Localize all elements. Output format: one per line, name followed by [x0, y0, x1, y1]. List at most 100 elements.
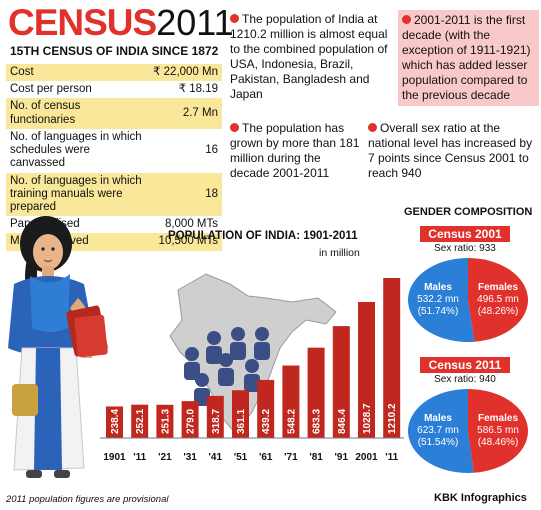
females-label: (48.26%): [478, 306, 519, 317]
bar: [282, 365, 300, 438]
population-bar-chart: 238.4 252.1 251.3 279.0 318.7 361.1 439.2 548.2…: [100, 273, 404, 463]
stats-row: No. of languages in which schedules were…: [6, 128, 222, 173]
stat-value: 8,000 MTs: [149, 216, 222, 234]
page-title: CENSUS2011: [8, 4, 234, 41]
x-tick-label: '71: [284, 452, 298, 463]
subtitle: 15TH CENSUS OF INDIA SINCE 1872: [10, 44, 219, 58]
bar-values-group: 238.4 252.1 251.3 279.0 318.7 361.1 439.2 548.2…: [110, 403, 398, 434]
bar: [156, 404, 174, 438]
females-label: Females: [478, 413, 518, 424]
x-tick-label: '91: [335, 452, 349, 463]
chart-title: POPULATION OF INDIA: 1901-2011: [168, 230, 358, 242]
census-2011-banner: Census 2011: [420, 357, 510, 373]
x-tick-label: 1901: [103, 452, 126, 463]
bar: [332, 326, 350, 438]
bar: [181, 401, 199, 438]
stat-value: 16: [149, 128, 222, 173]
bar: [383, 278, 401, 438]
bar-value-label: 548.2: [286, 409, 297, 434]
pie-slice-females: [468, 389, 528, 473]
males-label: (51.74%): [418, 306, 459, 317]
fact-text: 2001-2011 is the first decade (with the …: [402, 13, 531, 102]
census-2001-banner: Census 2001: [420, 226, 510, 242]
bar-value-label: 252.1: [135, 409, 146, 434]
stats-row: Paper utilised8,000 MTs: [6, 216, 222, 234]
bar-value-label: 361.1: [236, 409, 247, 434]
bar-value-label: 846.4: [337, 409, 348, 434]
x-tick-label: '11: [133, 452, 146, 463]
stat-label: No. of languages in which training manua…: [6, 172, 150, 217]
bar: [307, 347, 325, 438]
credit: KBK Infographics: [434, 492, 527, 504]
males-label: Males: [424, 282, 452, 293]
bullet-icon: [230, 123, 239, 132]
fact-growth: The population has grown by more than 18…: [230, 121, 360, 181]
title-word: CENSUS: [8, 2, 157, 43]
stat-label: Cost per person: [6, 81, 150, 99]
x-tick-label: '11: [385, 452, 398, 463]
bar: [206, 395, 224, 438]
fact-population: The population of India at 1210.2 millio…: [230, 12, 395, 102]
fact-text: The population of India at 1210.2 millio…: [230, 12, 388, 101]
females-label: 586.5 mn: [477, 425, 519, 436]
x-tick-label: '21: [158, 452, 172, 463]
bar: [358, 301, 375, 438]
stats-row: Cost per person ₹ 18.19: [6, 81, 222, 99]
x-tick-label: '41: [209, 452, 223, 463]
fact-text: Overall sex ratio at the national level …: [368, 121, 533, 180]
bar-value-label: 1210.2: [387, 403, 398, 434]
males-label: 623.7 mn: [417, 425, 459, 436]
census-worker-illustration: [8, 216, 108, 478]
x-tick-label: '61: [259, 452, 273, 463]
bar-value-label: 279.0: [186, 409, 197, 434]
stats-row: No. of census functionaries 2.7 Mn: [6, 98, 222, 129]
bullet-icon: [402, 15, 411, 24]
gender-title: GENDER COMPOSITION: [404, 206, 533, 218]
females-label: 496.5 mn: [477, 294, 519, 305]
pie-slice-females: [468, 258, 528, 342]
bullet-icon: [368, 123, 377, 132]
sex-ratio-2011: Sex ratio: 940: [434, 374, 496, 385]
x-tick-label: '31: [183, 452, 197, 463]
bar: [131, 404, 149, 438]
stat-value: 2.7 Mn: [149, 98, 222, 129]
bar: [232, 390, 249, 438]
x-ticks-group: 1901 '11 '21 '31 '41 '51 '61 '71 '81 '91 2001 '11: [100, 437, 404, 463]
bullet-icon: [230, 14, 239, 23]
people-illustration: [184, 327, 270, 406]
bar: [106, 406, 123, 438]
bar-value-label: 1028.7: [362, 403, 373, 434]
males-label: 532.2 mn: [417, 294, 459, 305]
credit-rest: Infographics: [460, 492, 527, 504]
sex-ratio-2001: Sex ratio: 933: [434, 243, 496, 254]
india-map-shape: [169, 273, 337, 435]
pie-slice-males: [407, 389, 474, 473]
title-year: 2011: [156, 2, 234, 43]
fact-text: The population has grown by more than 18…: [230, 121, 360, 180]
fact-sex-ratio: Overall sex ratio at the national level …: [368, 121, 534, 181]
stat-value: 10,500 MTs: [149, 233, 222, 251]
x-tick-label: '51: [234, 452, 248, 463]
bar-value-label: 318.7: [211, 409, 222, 434]
bar-value-label: 439.2: [261, 409, 272, 434]
footnote: 2011 population figures are provisional: [6, 494, 169, 505]
credit-brand: KBK: [434, 492, 458, 504]
fact-decade: 2001-2011 is the first decade (with the …: [398, 10, 539, 106]
x-tick-label: 2001: [355, 452, 378, 463]
pie-slice-males: [407, 258, 475, 342]
females-label: (48.46%): [478, 437, 519, 448]
x-tick-label: '81: [309, 452, 323, 463]
chart-unit: in million: [319, 247, 360, 259]
stat-value: ₹ 22,000 Mn: [149, 64, 222, 82]
stat-value: 18: [149, 172, 222, 217]
bar-value-label: 683.3: [312, 409, 323, 434]
bars-group: [106, 278, 401, 438]
stat-label: No. of census functionaries: [6, 98, 150, 129]
stat-value: ₹ 18.19: [149, 81, 222, 99]
stat-label: No. of languages in which schedules were…: [6, 128, 150, 173]
females-label: Females: [478, 282, 518, 293]
stats-row: No. of languages in which training manua…: [6, 172, 222, 217]
bar: [257, 379, 275, 438]
